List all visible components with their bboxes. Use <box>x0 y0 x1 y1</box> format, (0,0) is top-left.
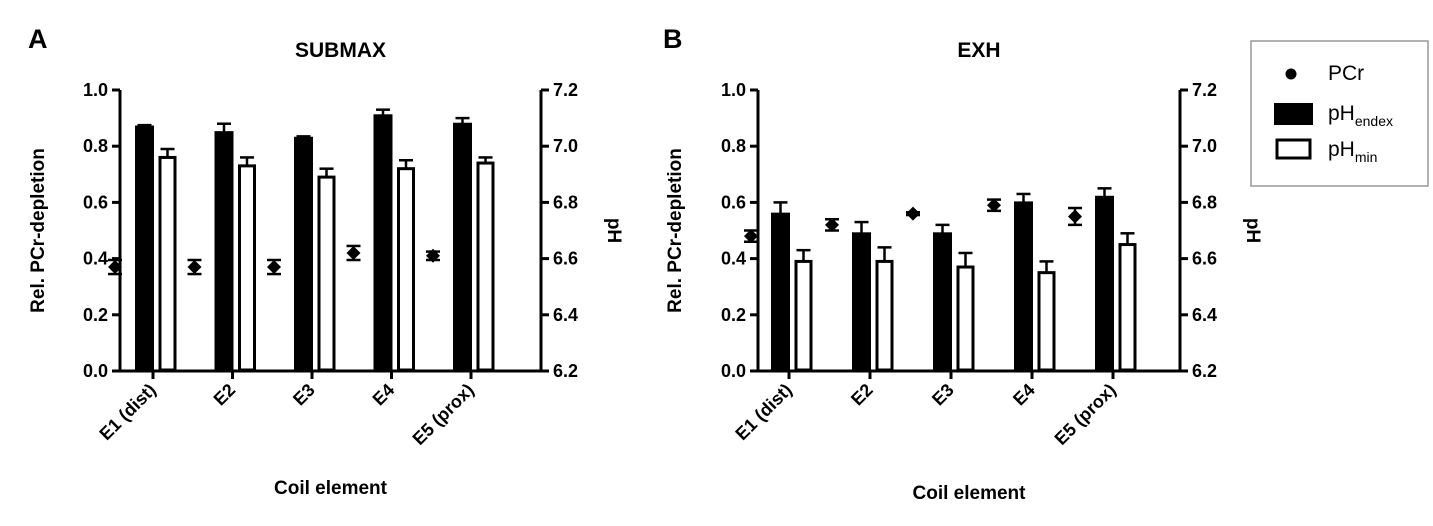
endex-bar <box>135 125 154 372</box>
y-tick-label-left: 0.6 <box>721 192 746 212</box>
x-tick-label: E1 (dist) <box>731 380 795 444</box>
min-bar <box>476 161 495 372</box>
panel-letter: B <box>663 24 683 54</box>
min-bar <box>238 164 256 372</box>
endex-bar <box>1014 201 1033 372</box>
endex-bar <box>214 131 234 372</box>
y-tick-label-right: 6.2 <box>553 361 578 381</box>
y-tick-label-right: 6.8 <box>553 192 578 212</box>
x-axis-title: Coil element <box>913 483 1027 504</box>
x-tick-label: E4 <box>1009 380 1039 410</box>
y-tick-label-left: 0.2 <box>83 305 108 325</box>
y-axis-title-right: pH <box>603 218 624 243</box>
x-tick-label: E2 <box>210 380 240 410</box>
chart-title: SUBMAX <box>295 39 386 62</box>
y-tick-label-left: 0.4 <box>83 249 108 269</box>
x-tick-label: E2 <box>847 380 877 410</box>
y-axis-title-left: Rel. PCr-depletion <box>665 148 686 313</box>
y-tick-label-left: 0.6 <box>83 192 108 212</box>
chart-panel-a: A SUBMAX 0.0 0.2 0.4 0.6 0.8 1.0 6.2 6.4 6.6 6.8 7.0… <box>28 24 624 499</box>
endex-bar <box>1095 195 1114 372</box>
min-bar <box>1118 243 1137 372</box>
pcr-point <box>426 248 440 263</box>
x-tick-label: E3 <box>289 380 319 410</box>
endex-bar <box>453 122 472 372</box>
y-tick-label-left: 0.0 <box>83 361 108 381</box>
min-bar <box>794 259 813 372</box>
y-tick-label-right: 7.0 <box>553 136 578 156</box>
pcr-point <box>987 198 1001 213</box>
y-tick-label-left: 0.8 <box>83 136 108 156</box>
pcr-point <box>906 206 920 221</box>
endex-bar <box>933 232 952 372</box>
legend-label-main: pH <box>1328 138 1355 161</box>
min-bar <box>317 175 336 372</box>
pcr-point <box>108 260 122 275</box>
endex-legend-swatch-icon <box>1274 103 1313 125</box>
chart-panel-b: B EXH 0.0 0.2 0.4 0.6 0.8 1.0 6.2 6.4 6.6 6.8 7.0 7.2… <box>663 24 1263 504</box>
legend-label: PCr <box>1328 62 1364 85</box>
y-tick-label-right: 7.2 <box>1192 80 1217 100</box>
y-tick-label-right: 6.8 <box>1192 192 1217 212</box>
pcr-point <box>187 260 202 275</box>
x-tick-label: E3 <box>928 380 958 410</box>
y-tick-label-left: 1.0 <box>721 80 746 100</box>
min-bar <box>1037 271 1056 372</box>
y-tick-label-right: 6.4 <box>1192 305 1217 325</box>
y-tick-label-left: 0.0 <box>721 361 746 381</box>
legend-label-subscript: endex <box>1355 113 1393 129</box>
legend-label-main: PCr <box>1328 62 1364 85</box>
min-bar <box>397 167 415 372</box>
chart-title: EXH <box>957 39 1000 62</box>
min-bar <box>158 155 177 372</box>
x-tick-label: E1 (dist) <box>95 380 159 444</box>
y-tick-label-left: 0.4 <box>721 249 746 269</box>
min-bar <box>875 259 894 372</box>
x-tick-label: E5 (prox) <box>1051 380 1120 449</box>
x-tick-label: E5 (prox) <box>409 380 478 449</box>
endex-bar <box>852 232 871 372</box>
y-tick-label-right: 7.2 <box>553 80 578 100</box>
y-tick-label-right: 6.4 <box>553 305 578 325</box>
y-tick-label-left: 0.8 <box>721 136 746 156</box>
y-tick-label-right: 7.0 <box>1192 136 1217 156</box>
y-tick-label-left: 0.2 <box>721 305 746 325</box>
x-axis-title: Coil element <box>274 478 388 499</box>
min-bar <box>956 265 975 372</box>
panel-letter: A <box>28 24 48 54</box>
pcr-point <box>346 245 361 260</box>
pcr-point <box>267 260 281 275</box>
pcr-point <box>744 229 758 244</box>
pcr-legend-marker-icon <box>1285 68 1297 80</box>
pcr-point <box>1068 209 1082 224</box>
y-tick-label-right: 6.6 <box>553 249 578 269</box>
y-tick-label-right: 6.6 <box>1192 249 1217 269</box>
y-axis-title-left: Rel. PCr-depletion <box>28 148 49 313</box>
pcr-point <box>825 217 839 232</box>
x-tick-label: E4 <box>369 380 399 410</box>
legend-label-main: pH <box>1328 102 1355 125</box>
y-tick-label-left: 1.0 <box>83 80 108 100</box>
endex-bar <box>294 136 313 372</box>
legend-label: pHendex <box>1328 102 1393 129</box>
legend-label: pHmin <box>1328 138 1377 165</box>
legend-label-subscript: min <box>1355 149 1378 165</box>
endex-bar <box>373 114 393 373</box>
y-axis-title-right: pH <box>1242 218 1263 243</box>
y-tick-label-right: 6.2 <box>1192 361 1217 381</box>
min-legend-swatch-icon <box>1275 138 1312 160</box>
endex-bar <box>771 212 790 372</box>
